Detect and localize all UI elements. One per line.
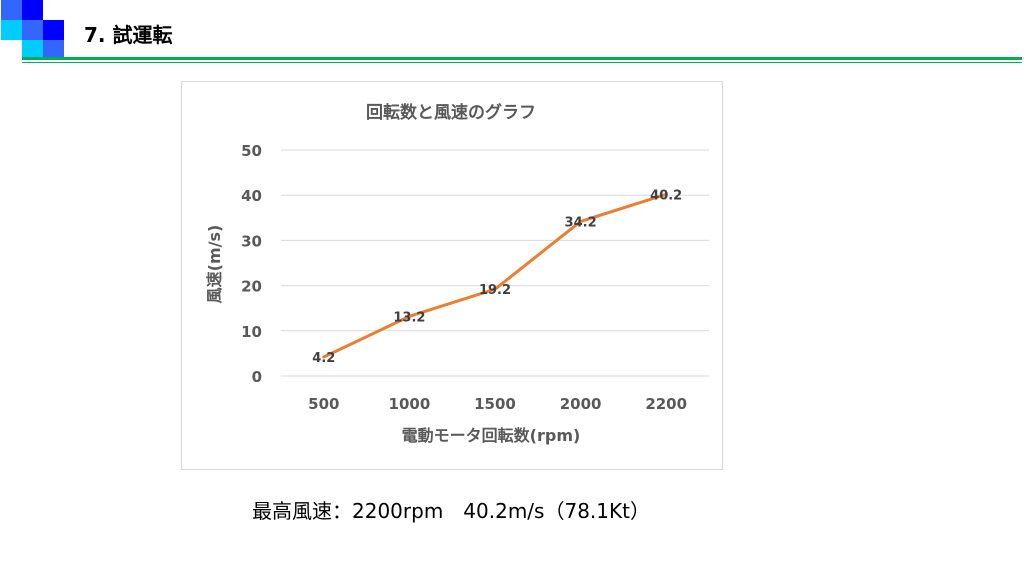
y-tick-label: 30 [241,232,262,250]
header-square [22,40,43,60]
header-square [1,0,22,20]
y-tick-label: 50 [241,142,262,160]
x-tick-label: 500 [308,395,339,413]
max-wind-speed-summary: 最高風速：2200rpm 40.2m/s（78.1Kt） [252,499,650,523]
gridlines [281,149,709,377]
header-rule [22,57,1022,60]
slide-title: 7. 試運転 [84,23,173,47]
y-tick-label: 40 [241,187,262,205]
series-polyline [322,192,668,359]
y-tick-label: 20 [241,278,262,296]
x-tick-label: 2200 [645,395,687,413]
data-label: 4.2 [312,351,335,366]
y-axis-title: 風速(m/s) [205,225,224,304]
x-tick-label: 1500 [474,395,516,413]
chart-title: 回転数と風速のグラフ [366,102,536,123]
header-square [43,20,64,40]
series-line [322,192,668,359]
header-square [1,20,22,40]
x-axis-title: 電動モータ回転数(rpm) [402,426,581,445]
header-rule-thin [22,62,1022,63]
x-tick-label: 2000 [560,395,602,413]
header-square [22,0,43,20]
header-square [22,20,43,40]
line-chart: 回転数と風速のグラフ 0 10 20 30 40 50 500 1000 1500 2000 22… [205,102,709,445]
data-labels: 4.2 13.2 19.2 34.2 40.2 [312,188,682,366]
x-axis-ticks: 500 1000 1500 2000 2200 [308,395,687,413]
data-label: 34.2 [565,215,597,230]
y-tick-label: 0 [252,368,262,386]
header-square [43,40,64,60]
chart-frame: 回転数と風速のグラフ 0 10 20 30 40 50 500 1000 1500 2000 22… [181,81,723,470]
data-label: 13.2 [393,310,425,325]
y-axis-ticks: 0 10 20 30 40 50 [241,142,262,386]
data-label: 19.2 [479,283,511,298]
x-tick-label: 1000 [389,395,431,413]
data-label: 40.2 [650,188,682,203]
y-tick-label: 10 [241,323,262,341]
